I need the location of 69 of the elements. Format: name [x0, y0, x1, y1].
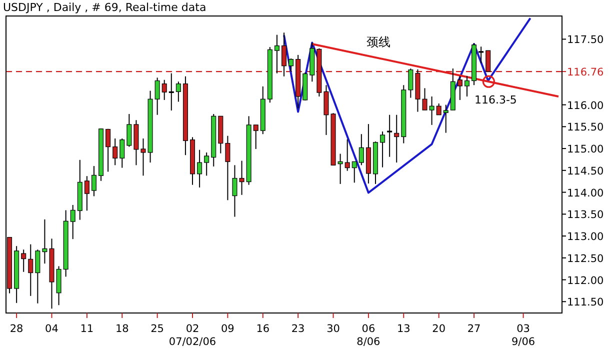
candlestick [394, 114, 400, 164]
x-tick-label: 25 [150, 323, 164, 335]
candlestick [28, 244, 34, 296]
candlestick [225, 135, 230, 201]
x-tick-label: 02 07/02/06 [168, 323, 216, 348]
candlestick [42, 218, 48, 264]
x-tick-label: 28 [10, 323, 24, 335]
y-tick-label: 115.50 [567, 122, 604, 134]
candlestick [387, 114, 392, 158]
y-tick-label: 116.00 [567, 100, 604, 112]
candlestick [106, 128, 111, 172]
x-tick-label: 27 [467, 323, 481, 335]
x-tick-label: 16 [256, 323, 270, 335]
candlestick [84, 176, 90, 212]
x-tick-label: 11 [80, 323, 94, 335]
y-tick-label: 112.00 [567, 274, 604, 287]
candlestick [422, 88, 428, 111]
candlestick [274, 34, 280, 74]
x-tick-label: 04 [45, 323, 59, 335]
ref-line-label: 116.76 [567, 66, 604, 79]
candlestick [478, 46, 484, 64]
y-tick-label: 114.50 [567, 165, 604, 178]
x-tick-label: 13 [396, 323, 410, 335]
candlestick [176, 81, 181, 102]
candlestick [140, 138, 146, 176]
series-label: 颈线 [366, 35, 391, 50]
candlestick [380, 130, 386, 168]
candlestick [338, 153, 343, 184]
x-tick-label: 20 [432, 323, 446, 335]
candlestick [429, 96, 434, 126]
chart-title: USDJPY , Daily , # 69, Real-time data [3, 1, 206, 14]
line-series [283, 17, 532, 194]
candlestick [168, 72, 174, 111]
candlestick [344, 138, 350, 172]
candlestick [443, 104, 448, 134]
x-tick-label: 18 [115, 323, 129, 335]
x-tick-label: 06 8/06 [356, 323, 381, 348]
y-tick-label: 111.50 [567, 296, 604, 309]
candlestick [457, 75, 462, 100]
candlestick [408, 68, 414, 98]
x-tick-label: 03 9/06 [511, 323, 536, 348]
y-tick-label: 113.00 [567, 231, 604, 244]
candlestick [436, 102, 442, 116]
candlestick [253, 124, 258, 150]
y-tick-label: 115.00 [567, 144, 604, 156]
candlestick [56, 266, 62, 306]
x-tick-label: 30 [326, 323, 340, 335]
candlestick [120, 138, 125, 168]
candlestick [35, 249, 40, 304]
candlestick [126, 113, 132, 148]
y-tick-label: 117.50 [567, 34, 604, 46]
candlestick [162, 79, 167, 100]
x-tick-label: 09 [221, 323, 234, 335]
candlestick [288, 58, 294, 72]
x-tick-label: 23 [291, 323, 305, 335]
annotation: 116.3-5 [474, 94, 517, 107]
candlestick [21, 249, 26, 272]
candlestick [204, 152, 210, 176]
candlestick [154, 77, 160, 116]
candlestick [352, 161, 357, 184]
candlestick [197, 149, 202, 188]
y-tick-label: 113.50 [567, 209, 604, 222]
candlestick [358, 134, 364, 166]
candlestick [70, 204, 76, 240]
candlestick [91, 166, 96, 197]
candlestick [464, 75, 470, 97]
candlestick [112, 138, 118, 166]
y-tick-label: 114.00 [567, 187, 604, 200]
y-tick-label: 112.50 [567, 252, 604, 265]
